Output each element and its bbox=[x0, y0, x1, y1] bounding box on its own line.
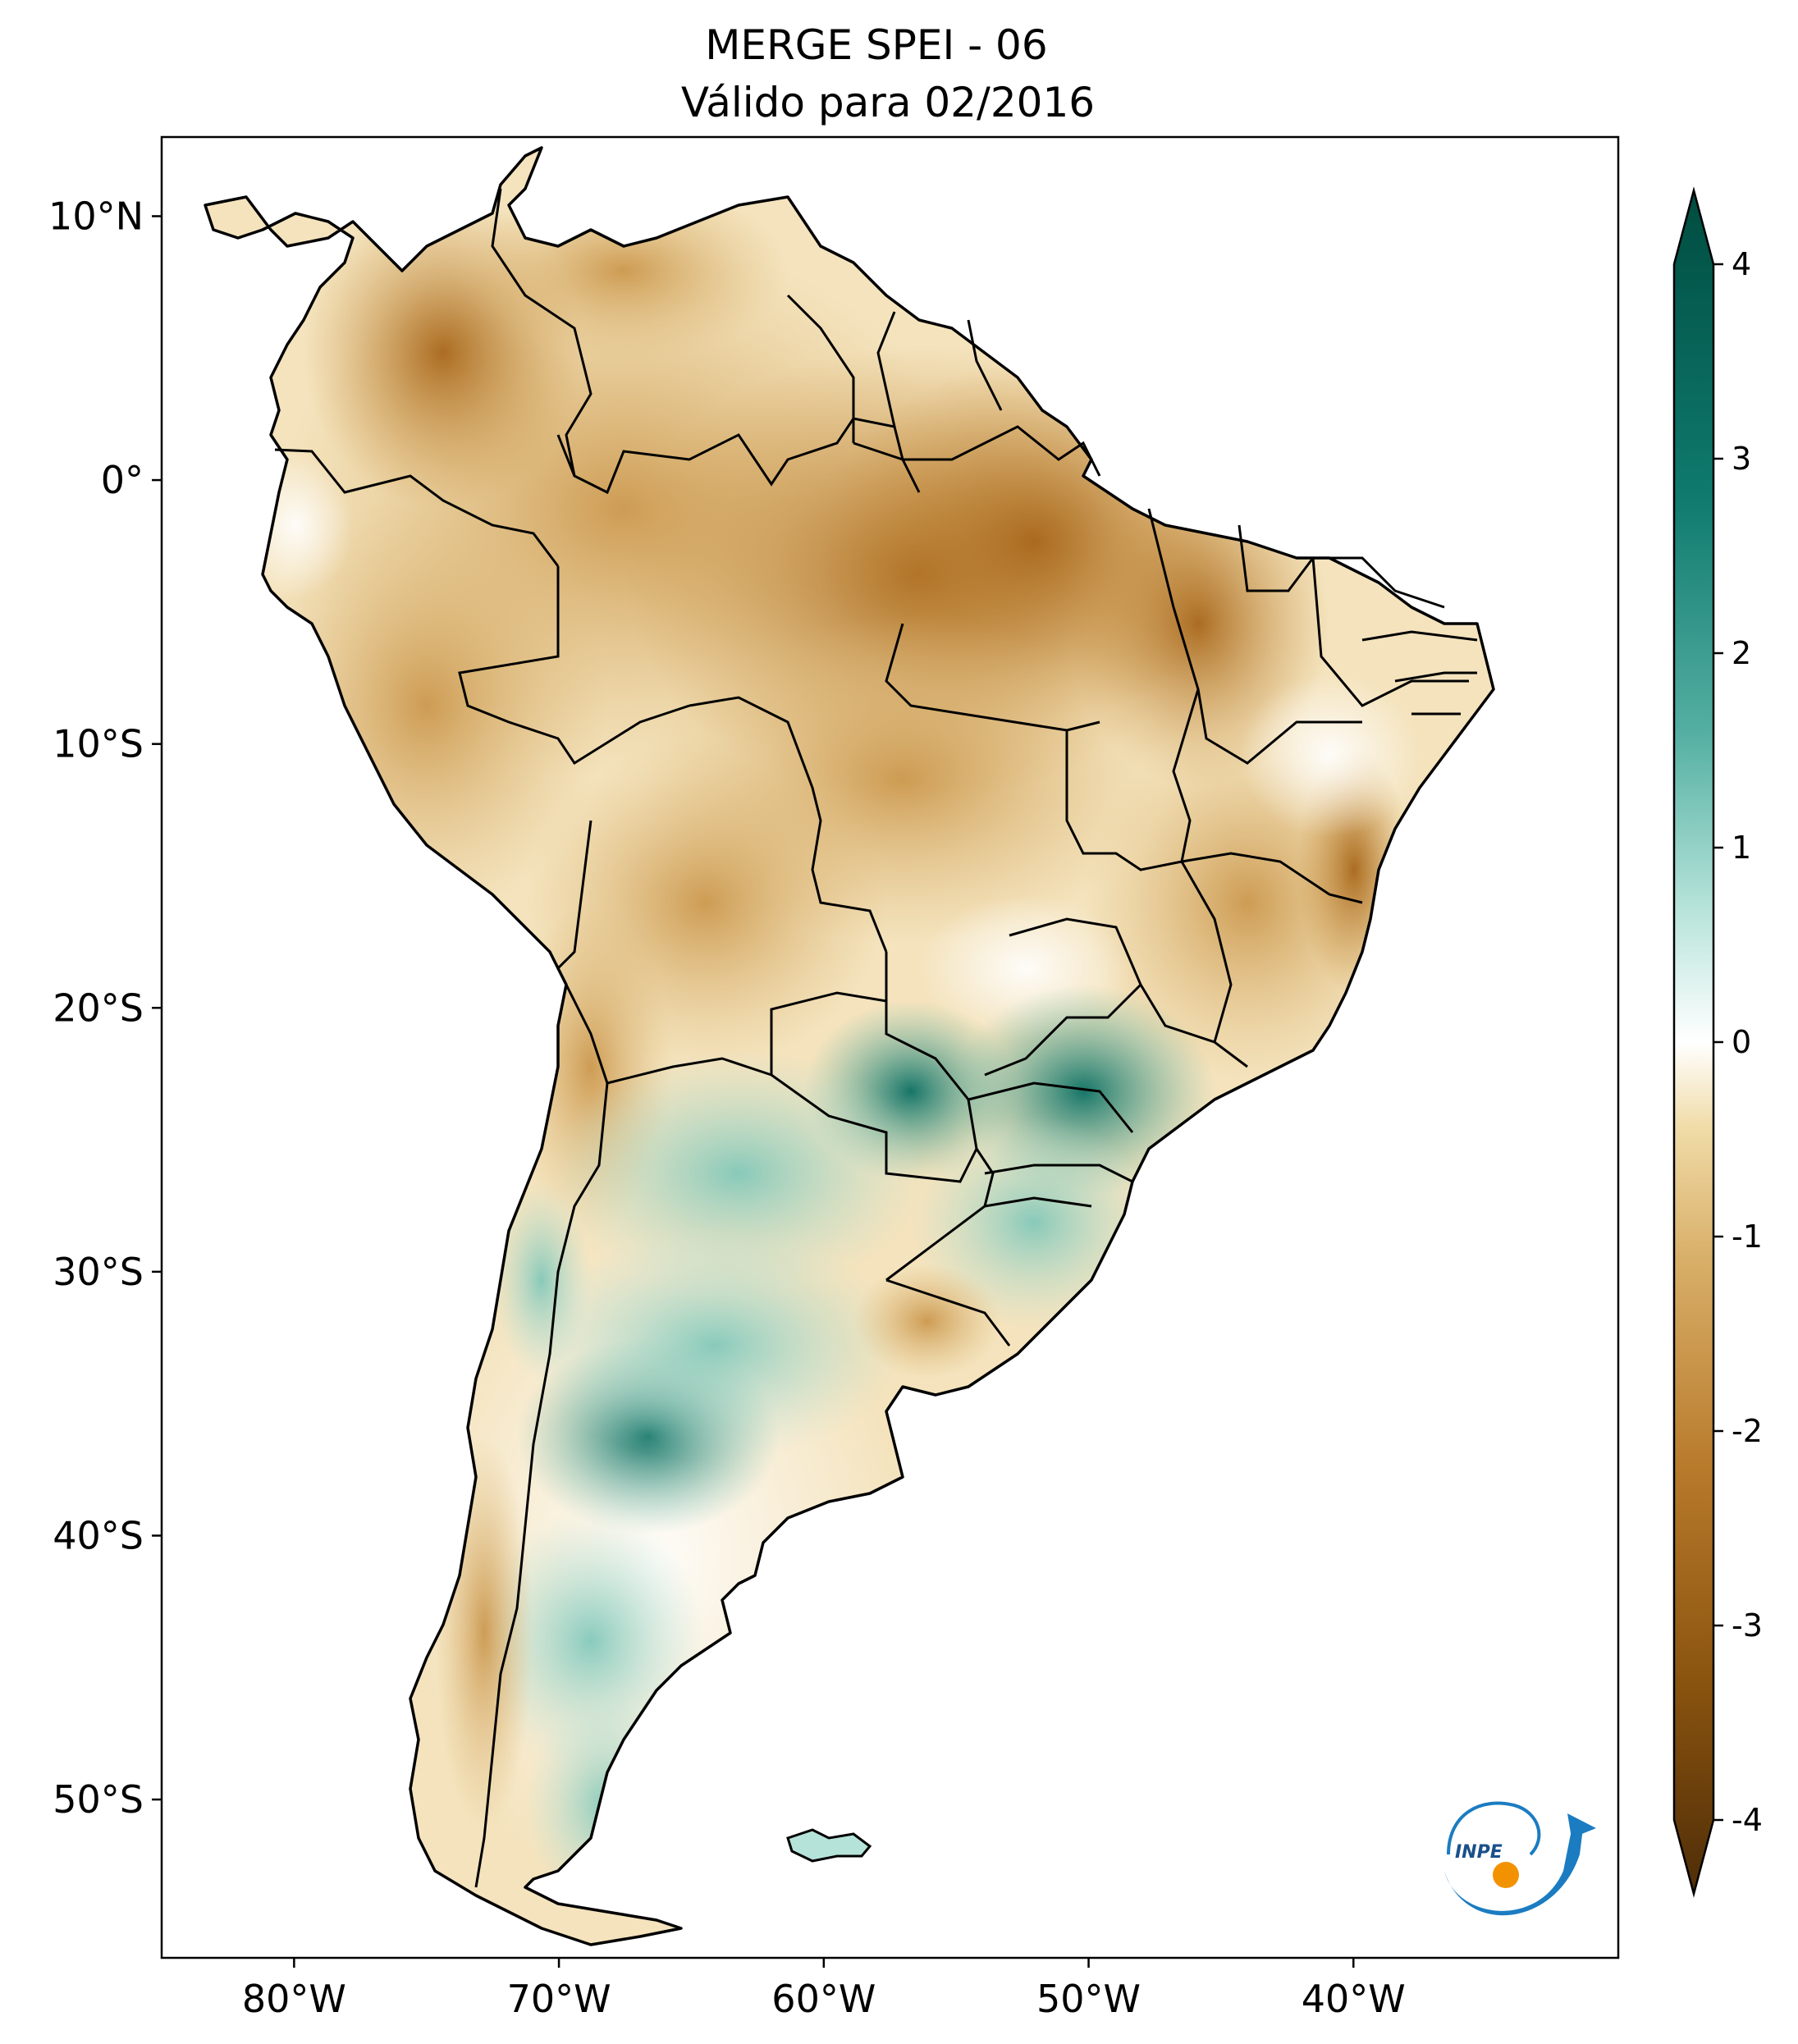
colorbar-tick-label: -1 bbox=[1732, 1219, 1763, 1255]
lat-tick-label: 50°S bbox=[53, 1777, 144, 1822]
border-colombia-ecuador-peru bbox=[274, 448, 560, 567]
lat-tick-label: 20°S bbox=[53, 985, 144, 1030]
colorbar-body bbox=[1672, 186, 1715, 1898]
lat-tick-label: 0° bbox=[101, 458, 144, 502]
border-brazil-states-southeast bbox=[984, 861, 1248, 1077]
title-line-2: Válido para 02/2016 bbox=[681, 79, 1095, 126]
wet-region-chile-central bbox=[492, 1182, 591, 1379]
colorbar-ticks: 4 3 2 1 0 -1 -2 -3 -4 bbox=[1713, 246, 1763, 1838]
lat-tick-label: 40°S bbox=[53, 1513, 144, 1557]
longitude-axis: 80°W 70°W 60°W 50°W 40°W bbox=[242, 1958, 1406, 2021]
colorbar-tick-label: 0 bbox=[1732, 1024, 1751, 1060]
lat-tick-label: 10°S bbox=[53, 722, 144, 766]
border-brazil-states-south bbox=[968, 1081, 1134, 1208]
colorbar-tick-label: -4 bbox=[1732, 1802, 1763, 1838]
border-brazil-bolivia bbox=[689, 696, 888, 953]
neutral-region-ne-brazil bbox=[1239, 673, 1420, 837]
lat-tick-label: 10°N bbox=[48, 194, 144, 238]
border-peru-bolivia-chile bbox=[556, 820, 609, 1084]
title-line-1: MERGE SPEI - 06 bbox=[705, 21, 1047, 69]
lon-tick-label: 60°W bbox=[771, 1977, 876, 2021]
latitude-axis: 10°N 0° 10°S 20°S 30°S 40°S 50°S bbox=[48, 194, 162, 1822]
border-bolivia-argentina bbox=[606, 1057, 772, 1085]
border-paraguay-argentina bbox=[771, 1073, 978, 1183]
map-area: INPE bbox=[160, 135, 1620, 1959]
lon-tick-label: 50°W bbox=[1036, 1977, 1141, 2021]
wet-region-argentina-north bbox=[550, 1050, 927, 1296]
lon-tick-label: 40°W bbox=[1302, 1977, 1406, 2021]
colorbar-tick-label: -3 bbox=[1732, 1607, 1763, 1644]
inpe-logo-swoosh-icon bbox=[1447, 1801, 1541, 1856]
map-frame bbox=[160, 135, 1620, 1959]
border-guyana-suriname bbox=[786, 294, 1003, 443]
colorbar-tick-label: 2 bbox=[1732, 635, 1751, 671]
border-brazil-states-east bbox=[1147, 508, 1363, 904]
dry-region-uruguay bbox=[853, 1264, 1001, 1379]
continent-outline bbox=[204, 146, 1495, 1946]
colorbar-tick-label: 4 bbox=[1732, 246, 1751, 282]
border-uruguay-brazil bbox=[885, 1278, 1011, 1347]
inpe-logo-sun-icon bbox=[1493, 1862, 1519, 1888]
colorbar-tick-label: -2 bbox=[1732, 1413, 1763, 1449]
border-ne-small-states bbox=[1361, 630, 1478, 716]
falkland-islands bbox=[786, 1828, 872, 1863]
inpe-logo-arrow-icon bbox=[1567, 1813, 1596, 1838]
border-paraguay-brazil bbox=[885, 952, 978, 1150]
inpe-logo-text: INPE bbox=[1455, 1842, 1503, 1863]
colorbar: 4 3 2 1 0 -1 -2 -3 -4 bbox=[1672, 186, 1763, 1898]
inpe-logo: INPE bbox=[1444, 1801, 1596, 1916]
lat-tick-label: 30°S bbox=[53, 1250, 144, 1294]
colorbar-tick-label: 3 bbox=[1732, 441, 1751, 477]
lon-tick-label: 70°W bbox=[507, 1977, 611, 2021]
colorbar-tick-label: 1 bbox=[1732, 830, 1751, 866]
border-brazil-states-central bbox=[885, 623, 1183, 871]
lon-tick-label: 80°W bbox=[242, 1977, 346, 2021]
border-brazil-states-north bbox=[853, 425, 1101, 477]
country-borders bbox=[274, 188, 1478, 1888]
border-brazil-states-northeast bbox=[1238, 524, 1469, 707]
border-chile-argentina bbox=[474, 1082, 609, 1888]
wet-region-pampas bbox=[525, 1231, 903, 1461]
border-colombia-venezuela bbox=[491, 188, 592, 477]
border-brazil-peru bbox=[458, 566, 690, 766]
